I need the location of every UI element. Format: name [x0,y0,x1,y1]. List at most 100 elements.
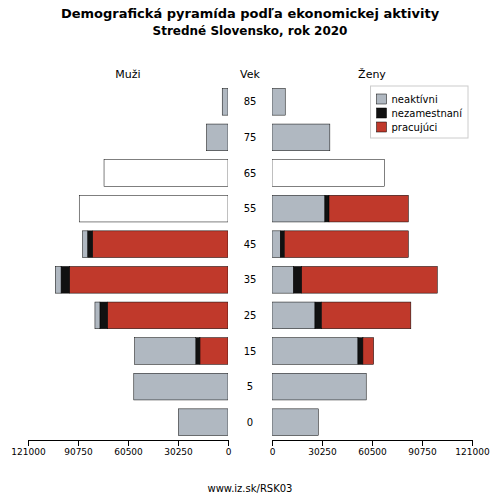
tick-label: 90750 [64,447,93,457]
bar [88,231,93,258]
tick-mark [28,440,29,446]
tick-label: 0 [226,447,232,457]
bar [302,266,438,293]
legend-label: pracujúci [392,122,438,133]
tick-label: 121000 [455,447,490,457]
annotation: www.iz.sk/RSK03 [208,483,293,494]
tick: 121000 [11,440,46,457]
subtitle: Stredné Slovensko, rok 2020 [153,24,348,38]
tick: 0 [270,440,276,457]
tick-label: 15 [244,346,257,357]
axis-line [29,441,229,447]
bar [69,266,228,293]
bar [178,409,228,436]
tick-mark [128,440,129,446]
legend-swatch [377,122,387,132]
bar [293,266,301,293]
legend-box [371,86,468,138]
tick-label: 35 [244,274,257,285]
bar [92,231,228,258]
bar [196,338,200,365]
tick-label: 60500 [358,447,387,457]
legend-swatch [377,108,387,118]
bar [95,302,100,329]
bar [363,338,374,365]
tick-label: 65 [244,168,257,179]
panel-title: Ženy [358,68,386,81]
axis-title: Vek [240,68,260,81]
tick-label: 85 [244,96,257,107]
tick-label: 30250 [164,447,193,457]
tick: 60500 [358,440,387,457]
bar [272,88,285,115]
panel-title: Muži [115,68,140,81]
bar [318,409,319,436]
chart: Demografická pyramída podľa ekonomickej … [0,0,500,500]
title: Demografická pyramída podľa ekonomickej … [61,6,440,21]
bar [83,231,88,258]
legend: neaktívni nezamestnaní pracujúci [371,86,468,138]
tick-label: 90750 [408,447,437,457]
bar [207,124,228,151]
bar [55,266,61,293]
tick: 60500 [114,440,143,457]
bar [272,160,384,187]
bars [55,88,228,435]
tick: 90750 [408,440,437,457]
bar [104,160,228,187]
bar [280,231,284,258]
tick-label: 75 [244,132,257,143]
bar [329,124,330,151]
legend-label: neaktívni [392,94,438,105]
bar [272,195,325,222]
bar [325,195,329,222]
tick-label: 60500 [114,447,143,457]
y-axis: 857565554535251550 [244,96,257,427]
bar [318,409,319,436]
tick-mark [372,440,373,446]
x-axis: 0 30250 60500 90750 121000 [11,440,231,457]
bar [272,373,366,400]
tick: 90750 [64,440,93,457]
bar [366,373,367,400]
bar [200,338,228,365]
tick-label: 55 [244,203,257,214]
tick-label: 25 [244,310,257,321]
bar [329,124,330,151]
tick: 0 [226,440,232,457]
tick-mark [272,440,273,446]
bar [366,373,367,400]
bar [358,338,363,365]
bar [79,195,228,222]
bar [61,266,69,293]
tick-mark [472,440,473,446]
tick-mark [78,440,79,446]
axis-line [273,441,473,447]
bar [329,195,408,222]
bar [285,88,286,115]
bar [384,160,385,187]
tick: 30250 [164,440,193,457]
bar [135,338,196,365]
tick-mark [422,440,423,446]
bar [284,231,408,258]
bar [222,88,228,115]
bar [272,231,280,258]
legend-label: nezamestnaní [392,108,464,119]
bar [272,302,315,329]
tick-label: 45 [244,239,257,250]
bar [272,409,318,436]
tick: 30250 [308,440,337,457]
tick-mark [322,440,323,446]
bar [134,373,228,400]
tick-label: 0 [247,417,253,428]
bar [107,302,228,329]
legend-swatch [377,94,387,104]
bar [315,302,322,329]
bar [272,338,358,365]
tick: 121000 [455,440,490,457]
x-axis: 0 30250 60500 90750 121000 [270,440,490,457]
bar [272,124,330,151]
bar [285,88,286,115]
bar [384,160,385,187]
